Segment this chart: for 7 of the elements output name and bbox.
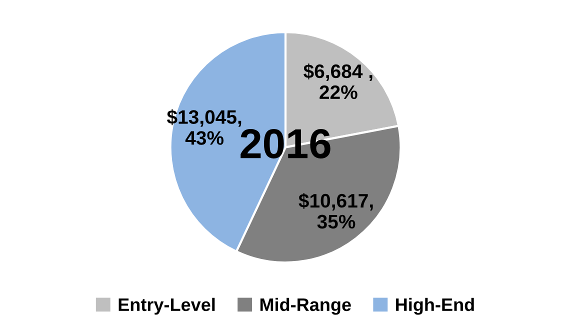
legend-label: High-End (396, 298, 474, 315)
legend-label: Entry-Level (118, 298, 215, 315)
data-label: $10,617, 35% (298, 193, 373, 229)
legend-label: Mid-Range (260, 298, 351, 315)
text: 2016 (240, 128, 330, 158)
data-label: $13,045, 43% (166, 109, 242, 145)
data-label: $6,684 , 22% (304, 64, 372, 100)
